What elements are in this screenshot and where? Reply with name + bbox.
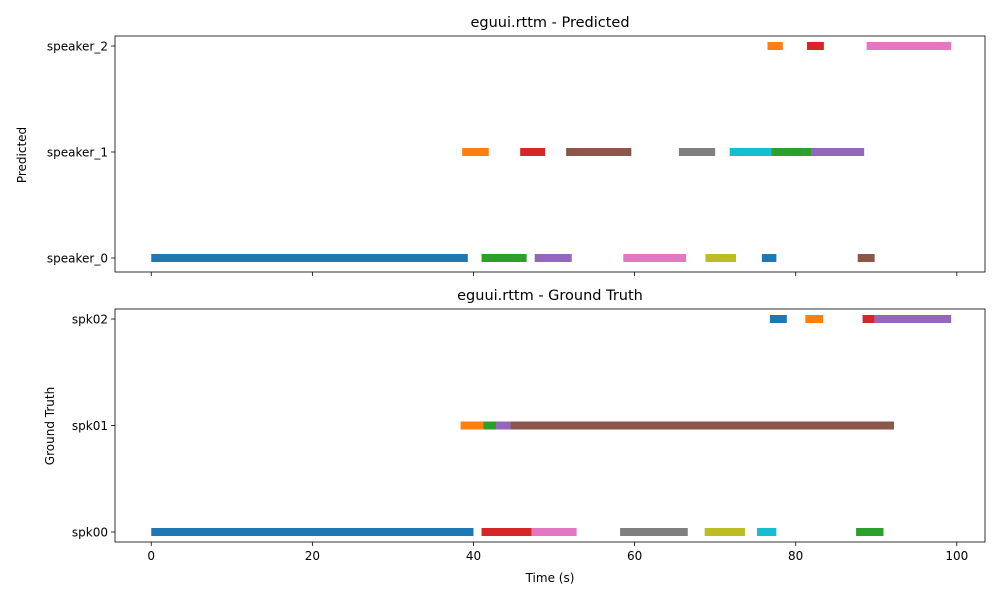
- predicted-axes: eguui.rttm - Predicted Predicted speaker…: [15, 15, 986, 276]
- ground-truth-y-ticks: spk00 spk01 spk02: [72, 313, 115, 540]
- ground-truth-segment-spk01-9: [496, 421, 511, 430]
- predicted-segment-speaker_0-0: [151, 254, 468, 262]
- ground-truth-segment-spk02-11: [769, 315, 787, 323]
- ground-truth-title: eguui.rttm - Ground Truth: [457, 288, 643, 304]
- ground-truth-segment-spk00-0: [151, 528, 474, 536]
- predicted-segment-speaker_2-14: [767, 42, 783, 50]
- ground-truth-x-tick-label-20: 20: [305, 549, 320, 563]
- ground-truth-plot-frame: [114, 308, 986, 543]
- predicted-segment-speaker_1-8: [520, 148, 546, 156]
- predicted-segments: [151, 42, 952, 262]
- predicted-segment-speaker_0-5: [761, 254, 777, 262]
- ground-truth-x-tick-label-0: 0: [147, 549, 155, 563]
- ground-truth-x-tick-label-40: 40: [466, 549, 481, 563]
- ground-truth-segment-spk00-4: [704, 528, 745, 536]
- ground-truth-x-tick-label-80: 80: [788, 549, 803, 563]
- ground-truth-y-tick-label-spk00: spk00: [72, 526, 108, 540]
- predicted-segment-speaker_1-7: [462, 148, 489, 156]
- ground-truth-y-tick-label-spk01: spk01: [72, 419, 108, 433]
- predicted-y-axis-label: Predicted: [15, 127, 29, 183]
- ground-truth-x-ticks: 0 20 40 60 80 100: [147, 542, 968, 563]
- predicted-segment-speaker_1-10: [678, 148, 716, 156]
- ground-truth-segment-spk01-10: [510, 421, 894, 430]
- ground-truth-segments: [151, 315, 952, 536]
- predicted-segment-speaker_0-4: [705, 254, 737, 262]
- predicted-x-ticks: [150, 272, 958, 276]
- predicted-segment-speaker_0-6: [857, 254, 875, 262]
- predicted-plot-frame: [114, 35, 986, 273]
- predicted-segment-speaker_0-3: [623, 254, 687, 262]
- ground-truth-segment-spk02-13: [862, 315, 875, 323]
- ground-truth-y-axis-label: Ground Truth: [43, 387, 57, 465]
- ground-truth-segment-spk01-8: [483, 421, 497, 430]
- predicted-segment-speaker_1-11: [729, 148, 772, 156]
- ground-truth-segment-spk00-1: [481, 528, 532, 536]
- predicted-segment-speaker_1-9: [566, 148, 632, 156]
- predicted-segment-speaker_1-12: [771, 148, 812, 156]
- ground-truth-x-tick-label-60: 60: [627, 549, 642, 563]
- predicted-y-tick-label-speaker_0: speaker_0: [47, 252, 108, 266]
- ground-truth-segment-spk02-12: [805, 315, 824, 323]
- predicted-segment-speaker_2-16: [866, 42, 952, 50]
- predicted-title: eguui.rttm - Predicted: [470, 15, 629, 31]
- predicted-segment-speaker_0-1: [481, 254, 527, 262]
- predicted-segment-speaker_2-15: [806, 42, 824, 50]
- predicted-y-tick-label-speaker_2: speaker_2: [47, 40, 108, 54]
- predicted-y-tick-label-speaker_1: speaker_1: [47, 146, 108, 160]
- ground-truth-segment-spk00-6: [856, 528, 884, 536]
- predicted-segment-speaker_1-13: [811, 148, 865, 156]
- predicted-segment-speaker_0-2: [534, 254, 572, 262]
- predicted-y-ticks: speaker_0 speaker_1 speaker_2: [47, 40, 115, 266]
- ground-truth-segment-spk00-2: [531, 528, 577, 536]
- ground-truth-y-tick-label-spk02: spk02: [72, 313, 108, 327]
- x-axis-label: Time (s): [525, 571, 575, 585]
- ground-truth-x-tick-label-100: 100: [945, 549, 968, 563]
- ground-truth-segment-spk02-14: [874, 315, 952, 323]
- ground-truth-segment-spk00-3: [620, 528, 688, 536]
- ground-truth-segment-spk00-5: [757, 528, 777, 536]
- ground-truth-segment-spk01-7: [460, 421, 484, 430]
- ground-truth-axes: eguui.rttm - Ground Truth Ground Truth T…: [43, 288, 986, 585]
